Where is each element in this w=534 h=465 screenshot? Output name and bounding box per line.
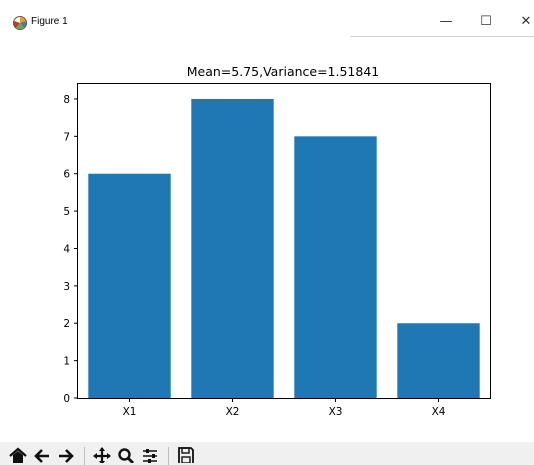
close-button[interactable]: ✕	[508, 8, 534, 34]
configure-subplots-icon	[143, 449, 157, 463]
y-tick-label: 3	[63, 281, 70, 293]
maximize-button[interactable]: ☐	[468, 8, 504, 34]
title-bar: Figure 1 — ☐ ✕	[0, 0, 534, 40]
y-tick-label: 1	[63, 356, 70, 368]
bar-x4	[397, 323, 480, 398]
minimize-icon: —	[439, 13, 453, 29]
zoom-icon	[118, 448, 134, 463]
y-tick-label: 5	[63, 206, 70, 218]
back-arrow-icon	[34, 449, 49, 463]
pan-button[interactable]	[92, 447, 112, 465]
close-icon: ✕	[520, 13, 532, 29]
x-tick-label: X4	[432, 406, 446, 418]
bar-x2	[191, 98, 274, 398]
minimize-button[interactable]: —	[428, 8, 464, 34]
y-tick-label: 4	[63, 243, 70, 255]
home-button[interactable]	[8, 447, 28, 465]
maximize-icon: ☐	[480, 13, 492, 29]
x-tick-label: X1	[123, 406, 137, 418]
bar-x3	[294, 136, 377, 398]
home-icon	[9, 447, 27, 463]
window-title: Figure 1	[31, 16, 68, 27]
toolbar-separator	[168, 447, 169, 465]
title-divider	[350, 36, 534, 37]
y-tick-label: 0	[63, 393, 70, 405]
matplotlib-icon	[13, 16, 27, 30]
save-icon	[178, 447, 194, 463]
navigation-toolbar	[0, 442, 534, 465]
chart-title: Mean=5.75,Variance=1.51841	[187, 64, 380, 79]
pan-icon	[93, 447, 111, 463]
forward-arrow-icon	[59, 449, 74, 463]
plot-frame	[77, 83, 491, 399]
save-button[interactable]	[176, 447, 196, 465]
forward-button[interactable]	[56, 447, 76, 465]
back-button[interactable]	[32, 447, 52, 465]
y-tick-label: 6	[63, 169, 70, 181]
bar-x1	[88, 173, 171, 398]
x-tick-label: X2	[226, 406, 240, 418]
configure-subplots-button[interactable]	[140, 447, 160, 465]
zoom-button[interactable]	[116, 447, 136, 465]
bar-chart: Mean=5.75,Variance=1.51841 0 1 2 3 4 5 6 7 8 X1 X…	[0, 40, 534, 440]
x-tick-label: X3	[329, 406, 343, 418]
y-tick-label: 8	[63, 94, 70, 106]
toolbar-separator	[84, 447, 85, 465]
y-tick-label: 7	[63, 131, 70, 143]
y-tick-label: 2	[63, 318, 70, 330]
